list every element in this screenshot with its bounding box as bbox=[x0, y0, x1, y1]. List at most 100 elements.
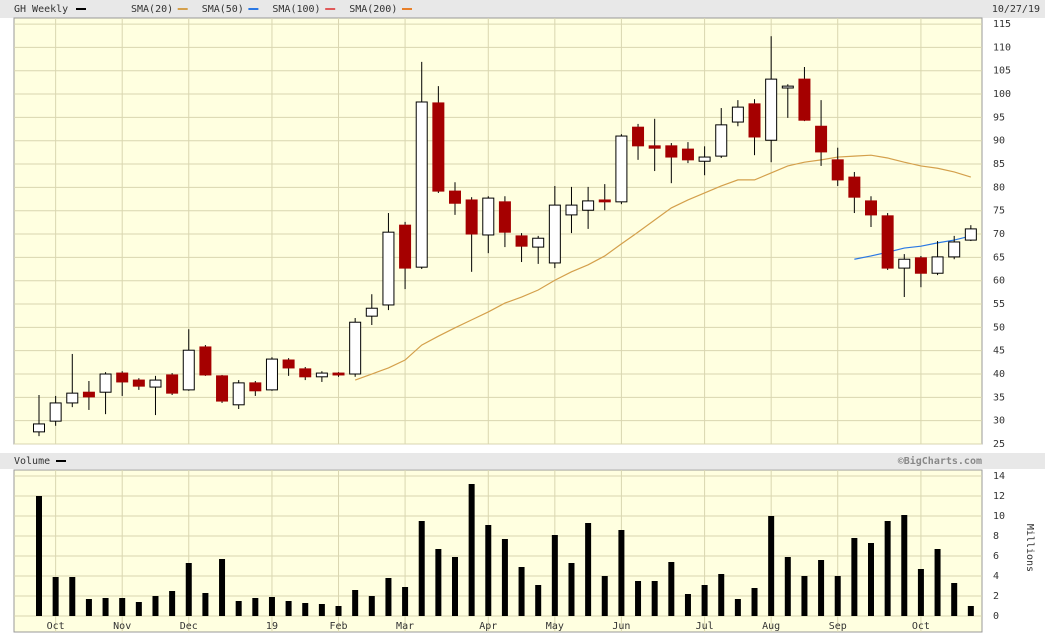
candle-body bbox=[632, 126, 645, 147]
candle-body bbox=[831, 159, 844, 181]
volume-bar bbox=[52, 577, 59, 616]
y-tick-label: 100 bbox=[993, 89, 1011, 100]
candle-body bbox=[216, 375, 229, 402]
candle-body bbox=[299, 368, 312, 378]
volume-bar bbox=[601, 576, 608, 616]
y-tick-label: 4 bbox=[993, 571, 999, 582]
candle-body bbox=[99, 373, 112, 393]
date: 10/27/19 bbox=[992, 4, 1040, 15]
candle-body bbox=[166, 374, 179, 394]
candle-body bbox=[349, 321, 362, 375]
candle-body bbox=[498, 201, 511, 233]
candle-body bbox=[532, 237, 545, 248]
candle-body bbox=[149, 379, 162, 388]
x-tick-label: 19 bbox=[266, 621, 278, 632]
volume-bar bbox=[551, 535, 558, 616]
candle-body bbox=[865, 200, 877, 216]
candle-body bbox=[116, 372, 129, 383]
candle-body bbox=[465, 199, 478, 235]
x-tick-label: Oct bbox=[912, 621, 930, 632]
volume-bar bbox=[318, 604, 325, 616]
volume-bar bbox=[801, 576, 808, 616]
y-tick-label: 35 bbox=[993, 392, 1005, 403]
candle-body bbox=[914, 257, 927, 274]
legend-label: SMA(50) bbox=[202, 4, 244, 15]
volume-bar bbox=[768, 516, 775, 616]
legend-label: GH Weekly bbox=[14, 4, 68, 15]
volume-bar bbox=[951, 583, 958, 616]
candle-body bbox=[382, 231, 395, 306]
volume-bar bbox=[485, 525, 492, 616]
volume-bar bbox=[268, 597, 275, 616]
volume-header-bar bbox=[0, 453, 1045, 469]
y-tick-label: 30 bbox=[993, 416, 1005, 427]
volume-legend: Volume bbox=[14, 456, 50, 467]
volume-bar bbox=[568, 563, 575, 616]
candle-body bbox=[765, 78, 778, 141]
candle-body bbox=[515, 235, 528, 247]
y-tick-label: 12 bbox=[993, 491, 1005, 502]
candle-body bbox=[715, 124, 728, 157]
volume-bar bbox=[834, 576, 841, 616]
sma-line bbox=[854, 235, 971, 260]
candle-body bbox=[731, 106, 744, 123]
volume-bar bbox=[302, 603, 309, 616]
candle-body bbox=[232, 382, 245, 406]
volume-bar bbox=[668, 562, 675, 616]
candle-body bbox=[964, 228, 977, 241]
volume-bar bbox=[152, 596, 159, 616]
x-tick-label: Apr bbox=[479, 621, 497, 632]
y-tick-label: 25 bbox=[993, 439, 1005, 450]
candle-body bbox=[365, 307, 378, 317]
y-tick-label: 70 bbox=[993, 229, 1005, 240]
volume-bar bbox=[734, 599, 741, 616]
volume-bar bbox=[418, 521, 425, 616]
candle-body bbox=[898, 258, 911, 269]
legend-label: SMA(200) bbox=[349, 4, 397, 15]
candle-body bbox=[582, 200, 595, 211]
volume-bar bbox=[435, 549, 442, 616]
y-tick-label: 65 bbox=[993, 252, 1005, 263]
candle-body bbox=[798, 78, 811, 121]
y-tick-label: 80 bbox=[993, 182, 1005, 193]
x-tick-label: Feb bbox=[329, 621, 347, 632]
volume-bar bbox=[585, 523, 592, 616]
volume-bar bbox=[917, 569, 924, 616]
y-tick-label: 14 bbox=[993, 471, 1005, 482]
candle-body bbox=[815, 125, 828, 153]
candle-body bbox=[399, 224, 412, 269]
y-tick-label: 105 bbox=[993, 66, 1011, 77]
candle-body bbox=[182, 349, 195, 391]
x-tick-label: May bbox=[546, 621, 564, 632]
volume-bar bbox=[36, 496, 42, 616]
candle-body bbox=[548, 204, 561, 264]
candle-body bbox=[665, 145, 678, 158]
candle-body bbox=[132, 379, 145, 387]
x-tick-label: Dec bbox=[180, 621, 198, 632]
candle-body bbox=[449, 190, 461, 204]
y-tick-label: 95 bbox=[993, 112, 1005, 123]
volume-bar bbox=[352, 590, 359, 616]
candle-body bbox=[33, 423, 45, 433]
volume-bar bbox=[119, 598, 126, 616]
y-tick-label: 6 bbox=[993, 551, 999, 562]
x-tick-label: Oct bbox=[47, 621, 65, 632]
y-tick-label: 110 bbox=[993, 42, 1011, 53]
volume-bar bbox=[901, 515, 908, 616]
x-tick-label: Jul bbox=[696, 621, 714, 632]
y-tick-label: 85 bbox=[993, 159, 1005, 170]
candle-body bbox=[931, 256, 944, 274]
volume-bar bbox=[851, 538, 858, 616]
volume-bar bbox=[718, 574, 725, 616]
volume-bar bbox=[535, 585, 542, 616]
volume-bar bbox=[501, 539, 508, 616]
candle-body bbox=[315, 372, 328, 378]
x-tick-label: Aug bbox=[762, 621, 780, 632]
candle-body bbox=[282, 359, 295, 369]
candle-body bbox=[781, 85, 794, 89]
volume-bar bbox=[818, 560, 825, 616]
volume-bar bbox=[518, 567, 525, 616]
candle-body bbox=[748, 103, 761, 138]
volume-bar bbox=[235, 601, 242, 616]
